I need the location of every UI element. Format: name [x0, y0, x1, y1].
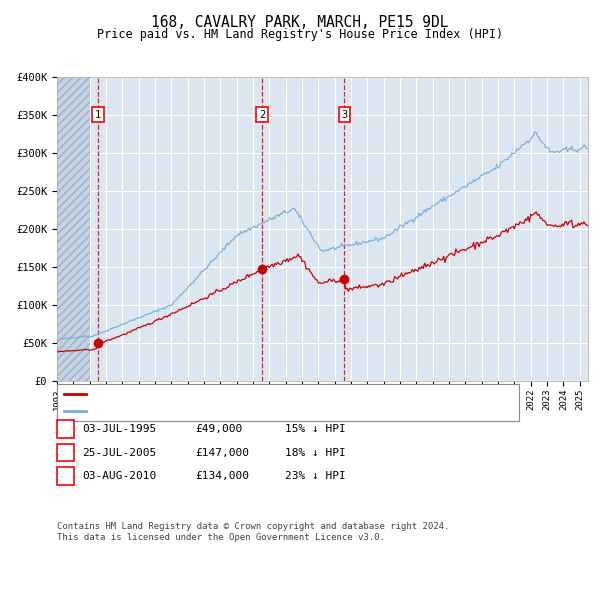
Text: £49,000: £49,000: [195, 424, 242, 434]
Text: 15% ↓ HPI: 15% ↓ HPI: [285, 424, 346, 434]
Text: 1: 1: [62, 424, 69, 434]
Text: 03-AUG-2010: 03-AUG-2010: [82, 471, 157, 481]
Text: 03-JUL-1995: 03-JUL-1995: [82, 424, 157, 434]
Text: 23% ↓ HPI: 23% ↓ HPI: [285, 471, 346, 481]
Text: HPI: Average price, detached house, Fenland: HPI: Average price, detached house, Fenl…: [90, 406, 359, 416]
Text: Contains HM Land Registry data © Crown copyright and database right 2024.
This d: Contains HM Land Registry data © Crown c…: [57, 522, 449, 542]
Text: 2: 2: [62, 448, 69, 457]
Text: 3: 3: [62, 471, 69, 481]
Text: 168, CAVALRY PARK, MARCH, PE15 9DL (detached house): 168, CAVALRY PARK, MARCH, PE15 9DL (deta…: [90, 389, 409, 399]
Text: 18% ↓ HPI: 18% ↓ HPI: [285, 448, 346, 457]
Bar: [57, 77, 89, 381]
Text: 1: 1: [95, 110, 101, 120]
Text: £134,000: £134,000: [195, 471, 249, 481]
Text: 3: 3: [341, 110, 347, 120]
Text: 168, CAVALRY PARK, MARCH, PE15 9DL: 168, CAVALRY PARK, MARCH, PE15 9DL: [151, 15, 449, 30]
Text: 2: 2: [259, 110, 265, 120]
Text: 25-JUL-2005: 25-JUL-2005: [82, 448, 157, 457]
Text: Price paid vs. HM Land Registry's House Price Index (HPI): Price paid vs. HM Land Registry's House …: [97, 28, 503, 41]
Text: £147,000: £147,000: [195, 448, 249, 457]
